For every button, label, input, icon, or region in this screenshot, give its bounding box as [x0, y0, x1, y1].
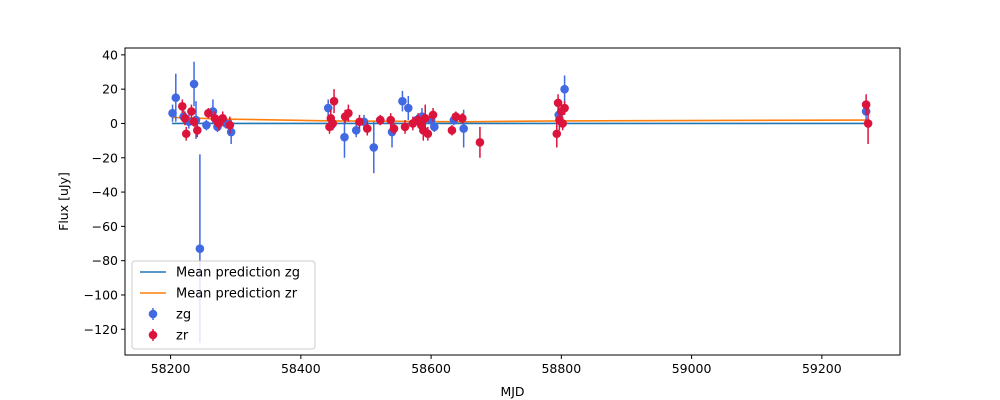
data-point [192, 126, 202, 135]
data-point [560, 103, 569, 113]
data-point [375, 115, 385, 125]
data-point [447, 126, 457, 135]
data-point [351, 126, 361, 135]
data-point [195, 244, 205, 253]
legend-entry-label: zg [176, 308, 191, 323]
legend-entry-label: Mean prediction zg [176, 266, 300, 281]
y-tick-label: 20 [102, 82, 118, 97]
y-axis-ticks: 40 20 0 −20 −40 −60 −80 −100 −120 [84, 47, 125, 337]
y-tick-label: −60 [92, 219, 118, 234]
data-point [355, 117, 364, 127]
legend-marker-swatch [148, 330, 158, 340]
legend: Mean prediction zg Mean prediction zr zg zr [131, 260, 316, 350]
data-point [340, 132, 349, 142]
x-tick-label: 59200 [802, 361, 842, 376]
data-point [459, 124, 468, 133]
data-point [420, 114, 430, 123]
data-point [861, 100, 871, 109]
data-point [171, 93, 181, 103]
data-point [180, 114, 190, 123]
y-tick-label: 40 [102, 47, 118, 62]
data-point [553, 98, 563, 108]
y-tick-label: −80 [92, 253, 118, 268]
data-point [189, 79, 199, 89]
data-point [403, 103, 413, 113]
data-point [475, 138, 485, 147]
series-zr [178, 89, 873, 158]
x-tick-label: 58800 [541, 361, 581, 376]
x-axis-label: MJD [500, 384, 524, 399]
data-point [398, 96, 407, 106]
data-point [428, 110, 438, 120]
x-tick-label: 59000 [672, 361, 712, 376]
legend-box [131, 260, 316, 350]
data-point [362, 124, 372, 133]
y-tick-label: −100 [84, 287, 118, 302]
data-point [369, 143, 379, 152]
data-point [204, 108, 213, 118]
data-point [400, 122, 410, 132]
legend-entry-label: zr [176, 329, 189, 344]
axes-frame [124, 47, 901, 356]
data-point [202, 120, 211, 130]
data-point [451, 112, 461, 121]
data-point [386, 115, 396, 125]
legend-marker-swatch [148, 309, 158, 319]
x-tick-label: 58200 [151, 361, 191, 376]
data-point [863, 119, 873, 128]
data-point [187, 107, 196, 116]
data-point [458, 114, 467, 123]
y-tick-label: 0 [110, 116, 118, 131]
data-point [181, 129, 191, 139]
data-point [189, 117, 199, 127]
data-point [168, 108, 177, 118]
y-axis-label: Flux [uJy] [56, 172, 71, 231]
data-point [328, 119, 338, 128]
legend-entry-label: Mean prediction zr [176, 287, 298, 302]
data-point [329, 96, 339, 106]
x-tick-label: 58600 [411, 361, 451, 376]
data-point [226, 127, 236, 137]
data-point [218, 114, 227, 123]
data-point [430, 122, 439, 132]
x-axis-ticks: 58200 58400 58600 58800 59000 59200 [151, 355, 842, 376]
y-tick-label: −40 [92, 185, 118, 200]
data-point [423, 129, 433, 139]
data-point [560, 84, 569, 94]
data-point [178, 102, 187, 111]
data-point [389, 124, 399, 133]
x-tick-label: 58400 [281, 361, 321, 376]
y-tick-label: −120 [84, 322, 118, 337]
data-point [552, 129, 562, 139]
data-point [225, 120, 235, 130]
data-point [344, 108, 353, 118]
data-point [558, 119, 567, 128]
y-tick-label: −20 [92, 150, 118, 165]
